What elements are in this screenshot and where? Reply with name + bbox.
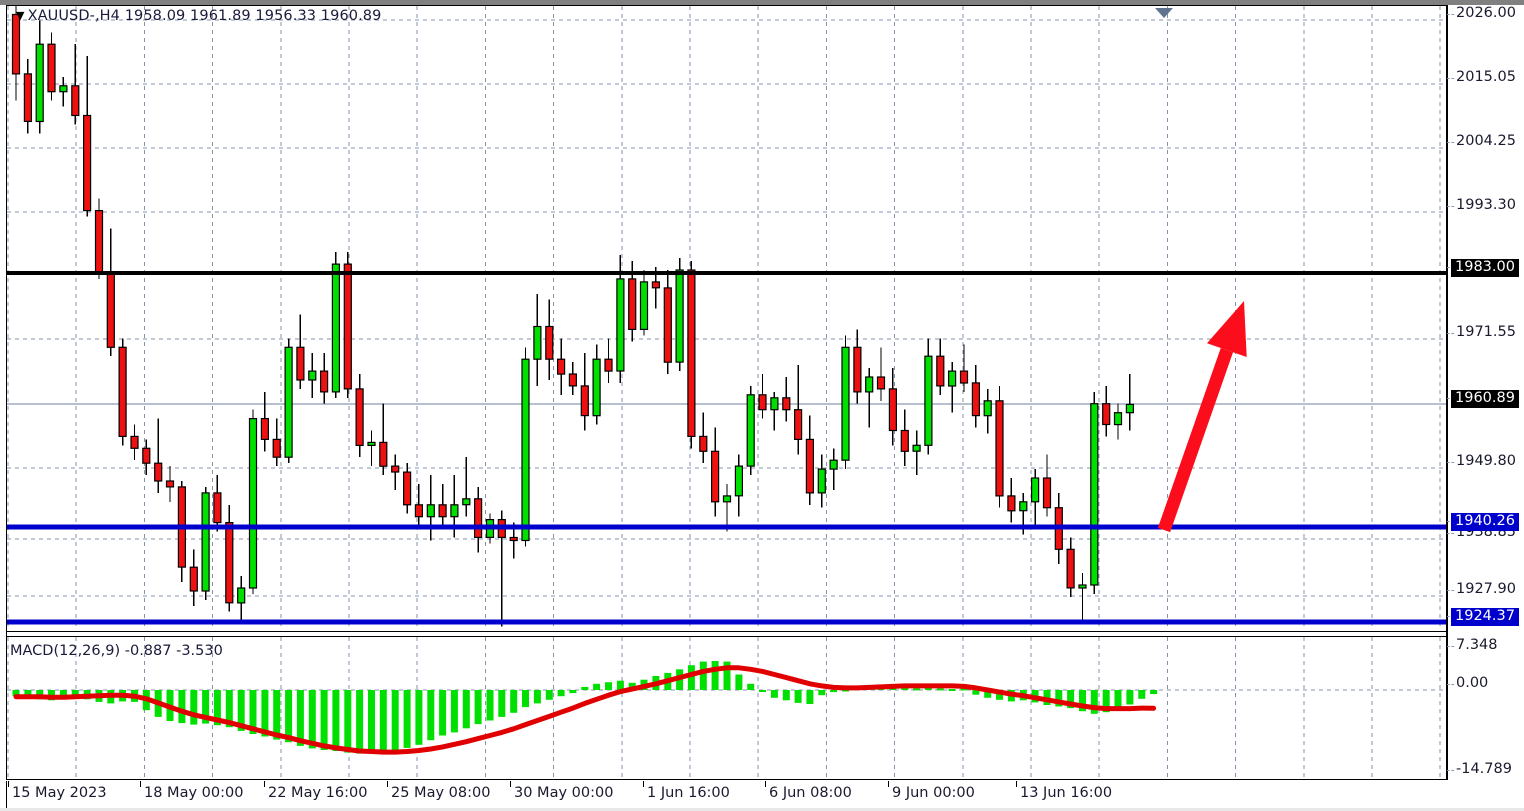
price-axis-tick: [1447, 646, 1454, 647]
price-axis-tick: [1447, 333, 1454, 334]
price-axis-tick: [1447, 590, 1454, 591]
time-axis-label: 18 May 00:00: [144, 785, 244, 801]
price-axis-tick: [1447, 533, 1454, 534]
price-axis-tick: [1447, 684, 1454, 685]
time-axis-label: 6 Jun 08:00: [769, 785, 852, 801]
price-axis-label: 1949.80: [1456, 453, 1516, 469]
cursor-marker-icon: [1155, 8, 1173, 18]
time-axis-label: 30 May 00:00: [514, 785, 614, 801]
price-axis-border: [1447, 5, 1448, 780]
price-levels: [7, 271, 1446, 625]
time-axis-tick: [510, 781, 511, 787]
time-axis-label: 13 Jun 16:00: [1020, 785, 1113, 801]
price-axis-label: 0.00: [1456, 675, 1489, 691]
price-axis-tick: [1447, 267, 1454, 268]
macd-pane[interactable]: [7, 637, 1446, 779]
price-axis-tick: [1447, 78, 1454, 79]
time-axis-tick: [8, 781, 9, 787]
price-axis-label: 1927.90: [1456, 581, 1516, 597]
macd-histogram: [12, 661, 1158, 754]
pane-separator-bottom: [7, 636, 1446, 637]
price-axis-label: 7.348: [1456, 637, 1498, 653]
window-top-bar: [0, 0, 1524, 5]
price-axis-tick: [1447, 521, 1454, 522]
time-axis-tick: [888, 781, 889, 787]
time-axis-label: 15 May 2023: [12, 785, 107, 801]
price-axis-tick: [1447, 206, 1454, 207]
price-axis-label: 2015.05: [1456, 69, 1516, 85]
price-axis-label: 1940.26: [1451, 513, 1519, 531]
symbol-header-text: XAUUSD-,H4 1958.09 1961.89 1956.33 1960.…: [27, 8, 382, 24]
price-axis-tick: [1447, 14, 1454, 15]
macd-header: MACD(12,26,9) -0.887 -3.530: [10, 643, 223, 659]
time-axis-tick: [387, 781, 388, 787]
window-bottom-bar: [0, 808, 1524, 811]
price-axis[interactable]: 2026.00 2015.05 2004.25 1993.30 1983.00 1971.…: [1447, 5, 1524, 780]
price-axis-label: 1983.00: [1451, 259, 1519, 277]
price-axis-tick: [1447, 462, 1454, 463]
price-axis-label: 2026.00: [1456, 5, 1516, 21]
price-axis-tick: [1447, 142, 1454, 143]
price-axis-label: 1924.37: [1451, 608, 1519, 626]
candlestick-series: [11, 6, 1135, 627]
price-axis-tick: [1447, 770, 1454, 771]
price-axis-label: 1971.55: [1456, 324, 1516, 340]
price-axis-label: 1960.89: [1451, 390, 1519, 408]
price-axis-tick: [1447, 398, 1454, 399]
time-axis-tick: [1016, 781, 1017, 787]
symbol-header: ▼ XAUUSD-,H4 1958.09 1961.89 1956.33 1960…: [16, 8, 381, 24]
chevron-down-icon[interactable]: ▼: [16, 9, 25, 22]
time-axis-label: 25 May 08:00: [391, 785, 491, 801]
price-pane-svg: [7, 6, 1446, 630]
price-axis-tick: [1447, 616, 1454, 617]
time-axis-label: 9 Jun 00:00: [892, 785, 975, 801]
time-axis-tick: [264, 781, 265, 787]
pane-separator-top: [7, 631, 1446, 632]
macd-pane-svg: [7, 637, 1446, 779]
price-axis-label: 1993.30: [1456, 197, 1516, 213]
price-axis-label: 2004.25: [1456, 133, 1516, 149]
price-pane[interactable]: [7, 6, 1446, 630]
bullish-arrow: [1157, 301, 1247, 533]
price-axis-label: -14.789: [1456, 761, 1512, 777]
macd-signal-line: [13, 665, 1157, 755]
time-axis-tick: [140, 781, 141, 787]
time-axis-label: 1 Jun 16:00: [647, 785, 730, 801]
chart-canvas[interactable]: ▼ XAUUSD-,H4 1958.09 1961.89 1956.33 1960…: [6, 5, 1447, 780]
time-axis-tick: [765, 781, 766, 787]
time-axis-label: 22 May 16:00: [268, 785, 368, 801]
time-axis[interactable]: 15 May 2023 18 May 00:00 22 May 16:00 25 Ma…: [6, 781, 1447, 808]
time-axis-tick: [643, 781, 644, 787]
